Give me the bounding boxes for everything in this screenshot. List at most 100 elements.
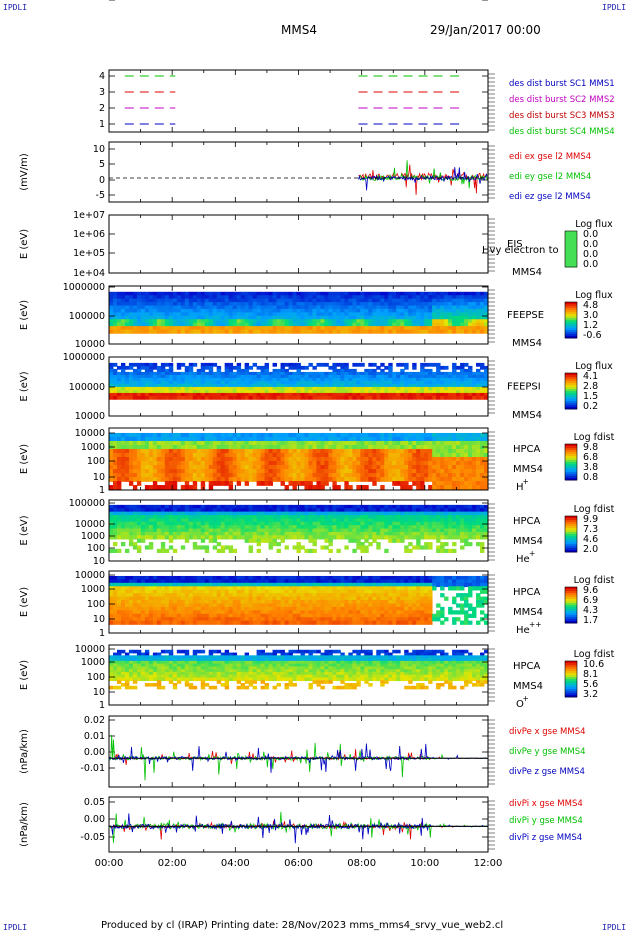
spectrogram-cell bbox=[132, 298, 138, 303]
spectrogram-cell bbox=[472, 329, 477, 334]
spectrogram-cell bbox=[188, 305, 194, 310]
spectrogram-cell bbox=[272, 308, 277, 314]
spectrogram-cell bbox=[308, 504, 313, 510]
spectrogram-cell bbox=[208, 362, 214, 367]
spectrogram-cell bbox=[428, 440, 433, 446]
spectrogram-cell bbox=[252, 521, 258, 526]
spectrogram-cell bbox=[352, 291, 357, 297]
spectrogram-cell bbox=[460, 511, 465, 516]
spectrogram-cell bbox=[264, 322, 269, 327]
spectrogram-cell bbox=[464, 461, 469, 466]
spectrogram-cell bbox=[312, 315, 317, 321]
spectrogram-cell bbox=[392, 461, 397, 466]
spectrogram-cell bbox=[172, 386, 178, 391]
spectrogram-cell bbox=[468, 395, 473, 400]
spectrogram-cell bbox=[448, 528, 453, 533]
spectrogram-cell bbox=[320, 518, 325, 523]
spectrogram-cell bbox=[480, 469, 485, 474]
legend-entry: des dist burst SC4 MMS4 bbox=[509, 127, 615, 137]
spectrogram-cell bbox=[412, 389, 417, 394]
spectrogram-cell bbox=[312, 535, 317, 540]
spectrogram-cell bbox=[380, 322, 385, 327]
y-tick-label: 10000 bbox=[75, 519, 105, 530]
spectrogram-cell bbox=[468, 315, 473, 321]
spectrogram-cell bbox=[368, 452, 373, 458]
colorbar-step bbox=[565, 403, 577, 406]
spectrogram-cell bbox=[368, 362, 373, 367]
spectrogram-cell bbox=[264, 380, 269, 385]
spectrogram-cell bbox=[136, 308, 142, 314]
spectrogram-cell bbox=[384, 511, 389, 516]
spectrogram-cell bbox=[372, 461, 377, 466]
spectrogram-cell bbox=[216, 531, 222, 537]
spectrogram-cell bbox=[416, 436, 421, 442]
spectrogram-cell bbox=[128, 365, 134, 370]
spectrogram-cell bbox=[240, 461, 246, 466]
spectrogram-cell bbox=[212, 545, 218, 550]
spectrogram-cell bbox=[376, 461, 381, 466]
spectrogram-cell bbox=[232, 448, 238, 454]
spectrogram-cell bbox=[332, 531, 337, 537]
spectrogram-cell bbox=[352, 448, 357, 454]
spectrogram-cell bbox=[404, 389, 409, 394]
spectrogram-cell bbox=[336, 362, 341, 367]
colorbar-step bbox=[565, 450, 577, 453]
spectrogram-cell bbox=[420, 448, 425, 454]
spectrogram-cell bbox=[216, 365, 222, 370]
spectrogram-cell bbox=[404, 302, 409, 307]
spectrogram-cell bbox=[408, 515, 413, 520]
spectrogram-cell bbox=[300, 436, 305, 442]
spectrogram-cell bbox=[444, 365, 449, 370]
colorbar-title: Log flux bbox=[575, 219, 613, 230]
spectrogram-cell bbox=[168, 386, 174, 391]
spectrogram-cell bbox=[128, 374, 134, 379]
spectrogram-cell bbox=[348, 461, 353, 466]
spectrogram-cell bbox=[404, 473, 409, 478]
spectrogram-cell bbox=[140, 535, 146, 540]
spectrogram-cell bbox=[176, 295, 182, 300]
spectrogram-cell bbox=[172, 374, 178, 379]
spectrogram-cell bbox=[244, 535, 250, 540]
spectrogram-cell bbox=[264, 440, 269, 446]
spectrogram-cell bbox=[440, 485, 445, 490]
spectrogram-cell bbox=[240, 456, 246, 462]
spectrogram-cell bbox=[228, 481, 234, 486]
spectrogram-cell bbox=[124, 548, 130, 553]
spectrogram-cell bbox=[232, 298, 238, 303]
spectrogram-cell bbox=[468, 531, 473, 537]
spectrogram-cell bbox=[424, 461, 429, 466]
spectrogram-cell bbox=[216, 326, 222, 331]
spectrogram-cell bbox=[336, 395, 341, 400]
y-axis-label: (mV/m) bbox=[19, 153, 30, 191]
spectrogram-cell bbox=[176, 440, 182, 446]
spectrogram-cell bbox=[308, 302, 313, 307]
spectrogram-cell bbox=[440, 456, 445, 462]
spectrogram-cell bbox=[332, 511, 337, 516]
spectrogram-cell bbox=[172, 469, 178, 474]
spectrogram-cell bbox=[332, 371, 337, 376]
spectrogram-cell bbox=[132, 508, 138, 513]
spectrogram-cell bbox=[284, 329, 289, 334]
spectrogram-cell bbox=[316, 322, 321, 327]
spectrogram-cell bbox=[172, 515, 178, 520]
spectrogram-cell bbox=[280, 291, 285, 297]
spectrogram-cell bbox=[408, 465, 413, 470]
spectrogram-cell bbox=[332, 535, 337, 540]
spectrogram-cell bbox=[320, 371, 325, 376]
spectrogram-cell bbox=[128, 395, 134, 400]
spectrogram-cell bbox=[208, 374, 214, 379]
spectrogram-cell bbox=[292, 504, 297, 510]
spectrogram-cell bbox=[200, 469, 206, 474]
spectrogram-cell bbox=[252, 374, 258, 379]
spectrogram-cell bbox=[172, 302, 178, 307]
spectrogram-cell bbox=[484, 371, 489, 376]
spectrogram-cell bbox=[400, 322, 405, 327]
spectrogram-cell bbox=[304, 525, 309, 530]
spectrogram-cell bbox=[132, 515, 138, 520]
spectrogram-cell bbox=[304, 469, 309, 474]
spectrogram-cell bbox=[376, 326, 381, 331]
spectrogram-cell bbox=[144, 511, 150, 516]
spectrogram-cell bbox=[184, 508, 190, 513]
spectrogram-cell bbox=[252, 362, 258, 367]
spectrogram-cell bbox=[352, 538, 357, 543]
